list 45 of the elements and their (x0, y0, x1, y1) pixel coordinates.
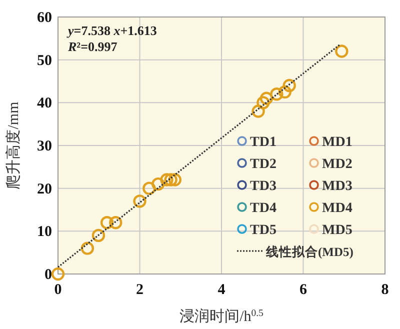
y-tick-label: 40 (37, 96, 52, 112)
point (92, 228, 106, 242)
y-tick-label: 0 (44, 267, 52, 283)
point (335, 44, 348, 58)
x-tick-label: 0 (54, 282, 62, 298)
x-axis-title: 浸润时间/h$^{0.5}$ (180, 308, 264, 325)
x-tick-label: 4 (218, 282, 226, 298)
point (164, 173, 178, 186)
point (142, 182, 156, 195)
x-tick-label: 6 (300, 282, 308, 298)
legend-label: MD3 (322, 179, 352, 194)
point (100, 216, 114, 230)
y-tick-label: 20 (37, 181, 52, 198)
point (168, 173, 182, 186)
legend-label: TD1 (250, 135, 276, 150)
point (51, 267, 65, 281)
legend-label: MD4 (322, 201, 352, 216)
y-tick-label: 60 (37, 10, 52, 26)
point (109, 216, 122, 230)
legend-label: TD5 (250, 223, 276, 238)
point (152, 177, 165, 191)
legend-label: MD1 (322, 135, 352, 150)
legend-label: TD3 (250, 179, 276, 194)
legend-label: MD2 (322, 157, 352, 172)
point (270, 88, 284, 101)
y-tick-label: 30 (37, 138, 52, 154)
point (252, 104, 265, 118)
point (133, 194, 146, 208)
point (80, 242, 94, 255)
legend-label: TD4 (250, 201, 276, 216)
point (260, 92, 274, 105)
y-axis-title: 爬升高度/mm (5, 101, 22, 190)
legend-label: MD5 (322, 223, 352, 238)
x-tick-label: 8 (381, 282, 389, 298)
y-tick-label: 10 (37, 224, 52, 240)
point (278, 85, 292, 99)
x-tick-label: 2 (136, 282, 144, 298)
point (282, 78, 296, 92)
annotation: y=7.538 x+1.613 (66, 23, 158, 38)
point (160, 173, 174, 186)
annotation: R²=0.997 (67, 39, 118, 54)
legend-label: TD2 (250, 157, 276, 172)
point (256, 96, 270, 110)
legend-label: 线性拟合(MD5) (265, 244, 354, 259)
y-tick-label: 50 (37, 52, 52, 69)
